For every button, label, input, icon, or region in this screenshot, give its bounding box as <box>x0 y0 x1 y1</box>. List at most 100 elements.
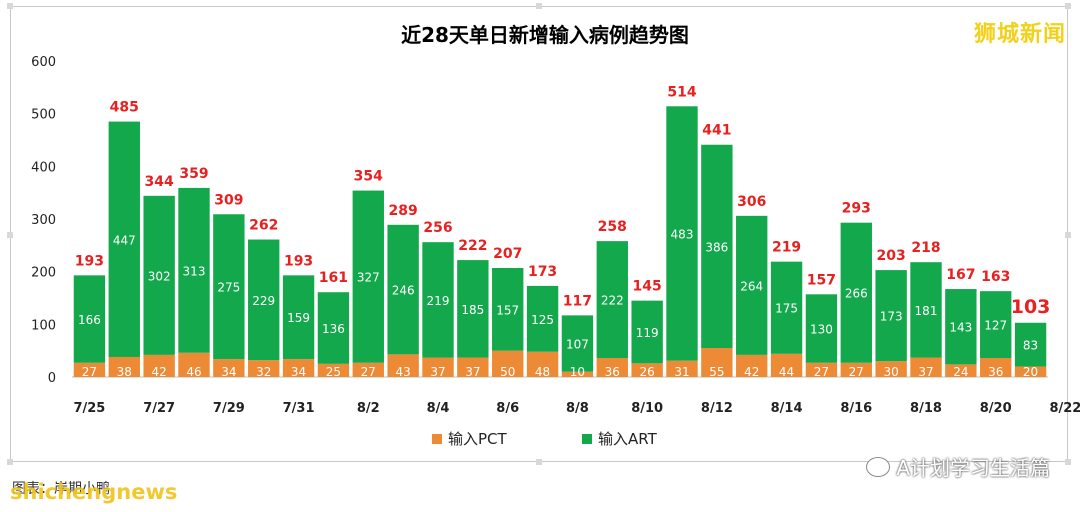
data-label-total: 359 <box>179 166 208 182</box>
data-label-total: 441 <box>702 123 731 139</box>
bar-pct <box>561 371 594 377</box>
bar-art <box>248 239 280 361</box>
bar-art <box>666 106 698 361</box>
data-label-total: 289 <box>389 203 418 219</box>
data-label-art: 83 <box>1023 339 1038 353</box>
data-label-total: 145 <box>633 279 662 295</box>
bar-pct <box>387 354 419 377</box>
data-label-total: 193 <box>284 253 313 269</box>
data-label-pct: 36 <box>988 365 1003 379</box>
data-label-art: 302 <box>148 269 171 283</box>
bar-pct <box>701 348 733 377</box>
bar-pct <box>213 359 245 377</box>
bar-art <box>980 291 1012 359</box>
y-tick-label: 600 <box>31 55 56 70</box>
x-tick-label: 8/10 <box>631 401 663 416</box>
chart-title: 近28天单日新增输入病例趋势图 <box>401 23 689 47</box>
bar-art <box>910 262 942 358</box>
bar-art <box>770 261 803 354</box>
data-label-art: 143 <box>949 321 972 335</box>
data-label-pct: 38 <box>117 365 132 379</box>
x-tick-label: 8/6 <box>496 401 519 416</box>
bar-art <box>875 270 907 362</box>
bar-pct <box>1014 366 1047 377</box>
chart-source: 图表：岸期小鸭 <box>12 481 110 497</box>
resize-handle[interactable] <box>1065 459 1071 465</box>
resize-handle[interactable] <box>7 459 13 465</box>
legend-swatch-art <box>582 434 592 444</box>
data-label-art: 185 <box>461 303 484 317</box>
data-label-total: 344 <box>145 174 174 190</box>
data-label-art: 181 <box>915 304 938 318</box>
bar-art <box>492 267 524 351</box>
data-label-art: 313 <box>183 264 206 278</box>
data-label-art: 107 <box>566 338 589 352</box>
data-label-pct: 34 <box>221 365 236 379</box>
resize-handle[interactable] <box>536 459 542 465</box>
resize-handle[interactable] <box>1065 232 1071 238</box>
bar-art <box>526 285 559 352</box>
resize-handle[interactable] <box>7 232 13 238</box>
bar-pct <box>526 351 559 377</box>
bar-pct <box>805 362 838 377</box>
data-label-art: 166 <box>78 313 101 327</box>
bar-pct <box>282 359 315 377</box>
x-tick-label: 8/20 <box>980 401 1012 416</box>
data-label-total: 258 <box>598 219 627 235</box>
data-label-pct: 44 <box>779 365 794 379</box>
x-tick-label: 7/31 <box>283 401 315 416</box>
x-tick-label: 8/12 <box>701 401 733 416</box>
data-label-art: 136 <box>322 322 345 336</box>
bar-pct <box>736 354 768 377</box>
data-label-pct: 37 <box>465 365 480 379</box>
data-label-total: 219 <box>772 240 801 256</box>
bar-pct <box>178 352 210 377</box>
x-tick-label: 8/8 <box>566 401 589 416</box>
resize-handle[interactable] <box>536 3 542 9</box>
bar-pct <box>666 360 698 377</box>
resize-handle[interactable] <box>1065 3 1071 9</box>
bar-art <box>213 214 245 360</box>
data-label-pct: 37 <box>918 365 933 379</box>
data-label-total: 485 <box>110 100 139 116</box>
data-label-art: 483 <box>671 227 694 241</box>
data-label-total: 157 <box>807 272 836 288</box>
legend-swatch-pct <box>432 434 442 444</box>
bar-art <box>805 294 838 363</box>
y-tick-label: 100 <box>31 318 56 333</box>
bar-pct <box>422 357 454 377</box>
legend-label-art: 输入ART <box>598 430 658 448</box>
data-label-pct: 20 <box>1023 365 1038 379</box>
data-label-art: 175 <box>775 302 798 316</box>
resize-handle[interactable] <box>7 3 13 9</box>
data-label-art: 127 <box>984 319 1007 333</box>
bar-pct <box>108 356 140 377</box>
data-label-pct: 43 <box>396 365 411 379</box>
data-label-art: 327 <box>357 271 380 285</box>
data-label-art: 246 <box>392 284 415 298</box>
data-label-total: 354 <box>354 169 383 185</box>
x-axis: 7/25 7/27 7/29 7/31 8/2 8/4 8/6 8/8 8/10 8/12 8/14… <box>73 401 1080 416</box>
data-label-total: 163 <box>981 269 1010 285</box>
x-tick-label: 8/4 <box>427 401 450 416</box>
data-label-art: 264 <box>740 279 763 293</box>
x-tick-label: 8/18 <box>910 401 942 416</box>
data-label-art: 157 <box>496 303 519 317</box>
data-label-total: 193 <box>75 253 104 269</box>
data-label-total: 203 <box>877 248 906 264</box>
data-label-pct: 27 <box>361 365 376 379</box>
data-label-art: 130 <box>810 323 833 337</box>
bar-pct <box>596 358 628 377</box>
bar-art <box>73 275 106 363</box>
data-label-pct: 24 <box>953 365 968 379</box>
bar-art <box>840 222 872 363</box>
bar-pct <box>317 363 350 377</box>
data-label-pct: 55 <box>709 365 724 379</box>
data-label-total: 103 <box>1011 296 1051 318</box>
data-label-total: 262 <box>249 218 278 234</box>
wechat-icon <box>866 456 891 477</box>
wechat-account: A计划学习生活篇 <box>866 452 1050 481</box>
y-tick-label: 300 <box>31 213 56 228</box>
data-label-pct: 32 <box>256 365 271 379</box>
y-tick-label: 500 <box>31 108 56 123</box>
